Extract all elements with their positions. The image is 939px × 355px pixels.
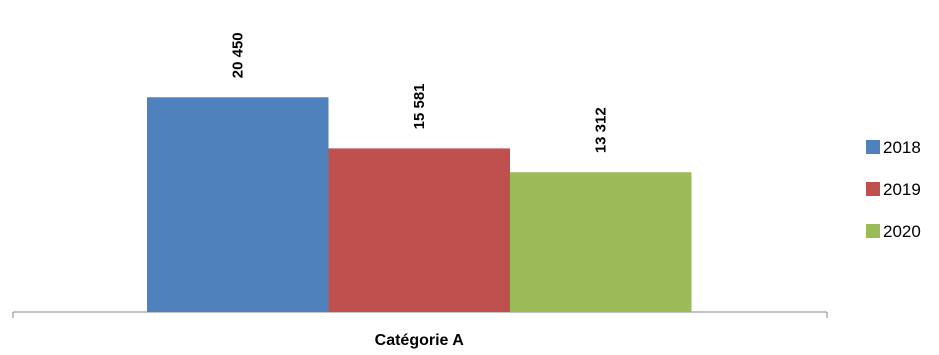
legend-swatch-2018 <box>866 140 880 154</box>
legend-label-2018: 2018 <box>883 138 921 157</box>
data-labels: 20 450 15 581 13 312 <box>230 32 610 153</box>
bars <box>147 97 692 313</box>
legend: 2018 2019 2020 <box>866 138 921 241</box>
data-label-2018: 20 450 <box>230 32 247 78</box>
legend-label-2019: 2019 <box>883 180 921 199</box>
data-label-2020: 13 312 <box>593 107 610 153</box>
bar-2018 <box>147 97 329 313</box>
x-axis <box>12 311 828 318</box>
data-label-2019: 15 581 <box>411 83 428 129</box>
legend-label-2020: 2020 <box>883 222 921 241</box>
legend-swatch-2019 <box>866 182 880 196</box>
legend-swatch-2020 <box>866 224 880 238</box>
category-label: Catégorie A <box>375 332 465 349</box>
bar-2020 <box>510 172 692 312</box>
bar-2019 <box>328 148 510 312</box>
